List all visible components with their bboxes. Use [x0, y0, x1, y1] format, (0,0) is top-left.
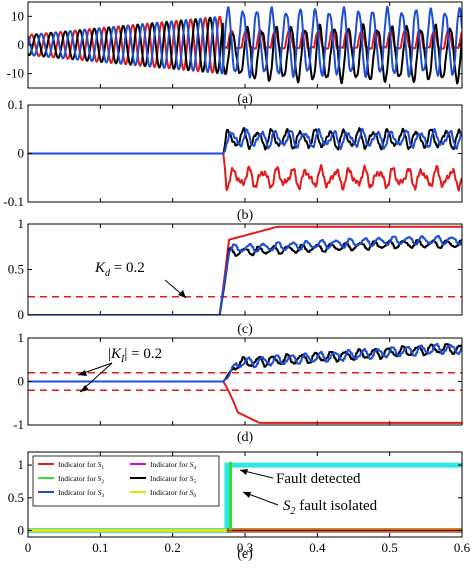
xtick-label: 0.2 [165, 540, 181, 555]
ytick-label: 1 [18, 457, 25, 472]
series-b-red [28, 152, 462, 192]
legend-item-1: Indicator for S4 [150, 460, 196, 471]
xtick-label: 0.6 [454, 540, 471, 555]
ytick-label: 0 [18, 522, 25, 537]
legend-item-sub: 3 [101, 493, 104, 499]
annotation-kd: Kd = 0.2 [94, 260, 145, 279]
annotation-fault-isolated: S2 fault isolated [283, 498, 378, 517]
ytick-label: 1 [18, 330, 25, 345]
legend-item-sub: 1 [101, 465, 104, 471]
ytick-label: 0.5 [8, 490, 24, 505]
ytick-label: 1 [18, 216, 25, 231]
annotation-ki-sub: I [120, 354, 125, 365]
annotation-ki-var: K [110, 346, 122, 362]
legend-item-prefix: Indicator for [150, 460, 190, 469]
legend-item-5: Indicator for S6 [150, 488, 196, 499]
labels-layer: 100-10(a)0.10-0.1(b)10.50(c)10-1(d)10.50… [3, 8, 470, 562]
ytick-label: -10 [7, 66, 24, 81]
annotation-fault-isolated-var: S [283, 498, 291, 514]
arrow-kd-head [178, 290, 186, 298]
legend-item-3: Indicator for S5 [150, 474, 196, 485]
series-d-red [28, 380, 462, 424]
plots-layer [28, 5, 462, 533]
legend-item-var: S [98, 460, 102, 469]
series-a-blue [28, 5, 462, 79]
series-b-blue [28, 127, 462, 155]
ytick-label: 0 [18, 146, 25, 161]
annotation-fault-detected: Fault detected [276, 471, 361, 487]
caption-a: (a) [237, 92, 253, 107]
legend: Indicator for S1 Indicator for S4Indicato… [32, 455, 220, 507]
legend-item-var: S [190, 488, 194, 497]
annotation-kd-var: K [94, 260, 106, 276]
ytick-label: 0.1 [8, 97, 24, 112]
legend-item-prefix: Indicator for [150, 474, 190, 483]
caption-b: (b) [237, 208, 254, 223]
arrow-fd-head [240, 469, 248, 475]
legend-item-var: S [190, 474, 194, 483]
frames-layer [27, 1, 463, 538]
legend-item-var: S [98, 474, 102, 483]
legend-item-prefix: Indicator for [58, 488, 98, 497]
annotation-kd-rest: = 0.2 [110, 260, 145, 276]
series-c-black [28, 238, 462, 315]
legend-item-prefix: Indicator for [58, 460, 98, 469]
annotation-fault-isolated-sub: 2 [291, 506, 296, 517]
ytick-label: 0 [18, 374, 25, 389]
annotation-ki-rest: = 0.2 [127, 346, 162, 362]
ytick-label: 0 [18, 37, 25, 52]
ytick-label: 0 [18, 307, 25, 322]
ytick-label: 10 [11, 8, 24, 23]
legend-item-sub: 4 [193, 465, 196, 471]
legend-item-prefix: Indicator for [150, 488, 190, 497]
xtick-label: 0.1 [92, 540, 108, 555]
legend-item-var: S [98, 488, 102, 497]
legend-item-sub: 5 [193, 479, 196, 485]
xtick-label: 0.3 [237, 540, 253, 555]
annotation-ki-bar: | [108, 346, 111, 362]
caption-d: (d) [237, 430, 254, 445]
xtick-label: 0 [25, 540, 32, 555]
ytick-label: -1 [13, 417, 24, 432]
legend-item-2: Indicator for S2 [58, 474, 104, 485]
legend-item-sub: 6 [193, 493, 196, 499]
legend-item-4: Indicator for S3 [58, 488, 104, 499]
series-d-blue [28, 342, 462, 383]
legend-item-0: Indicator for S1 [58, 460, 104, 471]
legend-item-sub: 2 [101, 479, 104, 485]
ytick-label: 0.5 [8, 262, 24, 277]
ytick-label: -0.1 [3, 194, 24, 209]
annotation-ki-bar2: | [124, 346, 127, 362]
caption-e: (e) [237, 547, 253, 562]
caption-c: (c) [237, 322, 253, 337]
annotation-ki: |KI| = 0.2 [108, 346, 162, 365]
legend-box [32, 455, 220, 507]
legend-item-var: S [190, 460, 194, 469]
arrow-ki-1-head [78, 370, 87, 376]
xtick-label: 0.4 [309, 540, 326, 555]
series-c-blue [28, 234, 462, 315]
annotation-fault-isolated-rest: fault isolated [296, 498, 378, 514]
xtick-label: 0.5 [382, 540, 398, 555]
arrow-fi-head [243, 492, 251, 498]
arrow-ki-2-head [80, 385, 89, 392]
legend-item-prefix: Indicator for [58, 474, 98, 483]
annotation-kd-sub: d [105, 268, 111, 279]
